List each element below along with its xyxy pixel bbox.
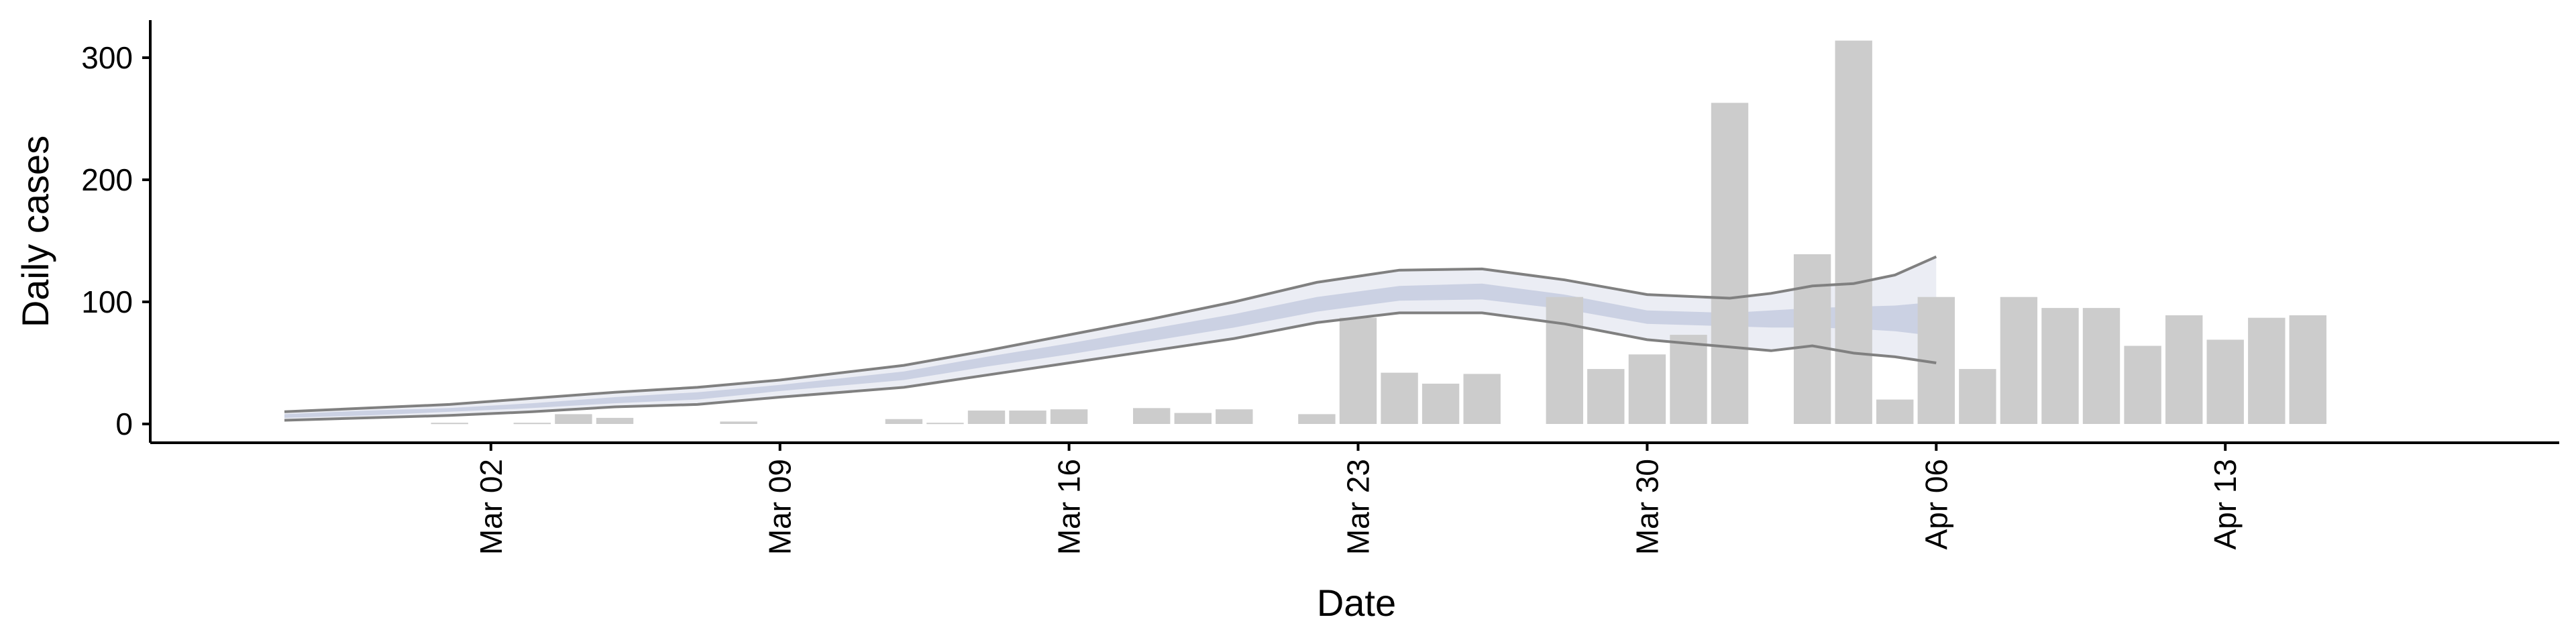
x-tick-label-2020-04-06: Apr 06 xyxy=(1919,459,1953,550)
bar-2020-04-13 xyxy=(2206,339,2244,424)
y-tick-label-300: 300 xyxy=(81,40,133,75)
bar-2020-04-05 xyxy=(1876,399,1914,424)
bar-2020-03-12 xyxy=(885,419,923,424)
bar-2020-03-16 xyxy=(1050,409,1088,424)
x-tick-label-2020-03-23: Mar 23 xyxy=(1341,459,1376,555)
bar-2020-03-24 xyxy=(1381,372,1418,424)
bar-2020-04-03 xyxy=(1793,254,1831,424)
bar-2020-04-10 xyxy=(2082,308,2121,424)
y-tick-label-0: 0 xyxy=(115,407,133,441)
bar-2020-03-01 xyxy=(431,423,468,425)
bar-2020-03-19 xyxy=(1174,413,1212,424)
bar-2020-03-05 xyxy=(596,417,634,424)
bar-2020-03-22 xyxy=(1298,414,1336,424)
bar-2020-04-14 xyxy=(2248,317,2286,424)
bar-2020-04-04 xyxy=(1835,40,1872,424)
y-axis-title: Daily cases xyxy=(14,136,56,327)
x-tick-label-2020-03-30: Mar 30 xyxy=(1629,459,1664,555)
x-tick-label-2020-03-09: Mar 09 xyxy=(763,459,798,555)
lower-bound-line xyxy=(284,311,1937,422)
y-tick-label-100: 100 xyxy=(81,284,133,319)
bar-2020-04-12 xyxy=(2165,315,2203,424)
bar-2020-03-08 xyxy=(720,421,757,424)
bar-2020-03-15 xyxy=(1009,411,1046,424)
x-tick-label-2020-03-16: Mar 16 xyxy=(1052,459,1087,555)
bar-2020-03-26 xyxy=(1463,374,1501,424)
bar-2020-03-13 xyxy=(926,423,964,425)
bar-2020-04-11 xyxy=(2124,345,2161,424)
bar-2020-03-04 xyxy=(555,414,592,424)
bar-2020-04-07 xyxy=(1959,369,1996,424)
bar-2020-03-03 xyxy=(513,423,551,425)
bar-2020-03-29 xyxy=(1587,369,1625,424)
bar-2020-03-30 xyxy=(1628,354,1666,424)
bar-2020-04-15 xyxy=(2289,315,2326,424)
bar-2020-04-01 xyxy=(1711,103,1749,425)
x-axis-title: Date xyxy=(1317,582,1396,624)
bar-2020-03-28 xyxy=(1546,297,1583,424)
bar-layer xyxy=(431,40,2326,425)
x-tick-label-2020-04-13: Apr 13 xyxy=(2208,459,2243,550)
bar-2020-03-14 xyxy=(967,411,1006,424)
estimate-band-layer xyxy=(284,256,1937,421)
x-tick-label-2020-03-02: Mar 02 xyxy=(474,459,508,555)
bar-2020-03-31 xyxy=(1670,335,1707,424)
bar-2020-03-18 xyxy=(1133,408,1171,424)
bar-2020-03-25 xyxy=(1421,383,1460,424)
axes xyxy=(149,20,2559,444)
bar-2020-03-20 xyxy=(1216,409,1253,424)
bar-2020-04-08 xyxy=(2000,297,2038,424)
bound-line-layer xyxy=(284,255,1937,422)
y-tick-label-200: 200 xyxy=(81,162,133,197)
upper-bound-line xyxy=(284,255,1937,413)
tick-layer: 0 100 200 300 Mar 02 Mar 09 Mar 16 Mar 23 Mar 30… xyxy=(81,40,2243,555)
bar-2020-03-23 xyxy=(1339,317,1377,424)
bar-2020-04-09 xyxy=(2041,308,2079,424)
